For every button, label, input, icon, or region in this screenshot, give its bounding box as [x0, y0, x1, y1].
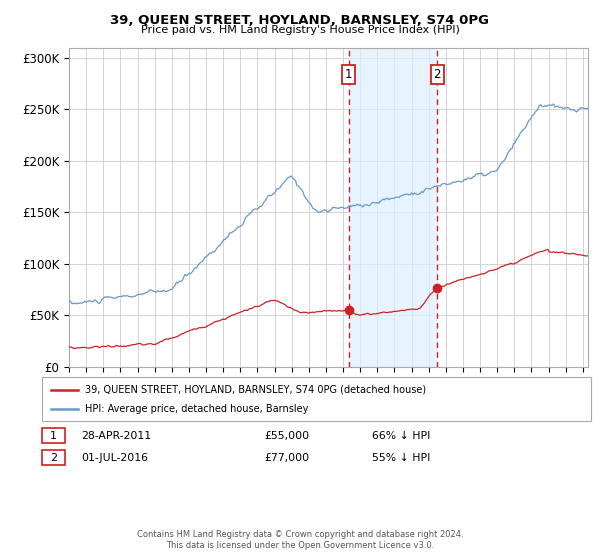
Text: 2: 2: [434, 68, 441, 81]
Bar: [349, 48, 437, 367]
Text: 1: 1: [345, 68, 352, 81]
Text: 55% ↓ HPI: 55% ↓ HPI: [372, 452, 430, 463]
Text: 1: 1: [50, 431, 57, 441]
Text: 39, QUEEN STREET, HOYLAND, BARNSLEY, S74 0PG (detached house): 39, QUEEN STREET, HOYLAND, BARNSLEY, S74…: [85, 385, 427, 395]
Text: Price paid vs. HM Land Registry's House Price Index (HPI): Price paid vs. HM Land Registry's House …: [140, 25, 460, 35]
Text: £55,000: £55,000: [264, 431, 309, 441]
Text: 39, QUEEN STREET, HOYLAND, BARNSLEY, S74 0PG: 39, QUEEN STREET, HOYLAND, BARNSLEY, S74…: [110, 14, 490, 27]
Text: 28-APR-2011: 28-APR-2011: [81, 431, 151, 441]
Text: This data is licensed under the Open Government Licence v3.0.: This data is licensed under the Open Gov…: [166, 541, 434, 550]
Text: £77,000: £77,000: [264, 452, 309, 463]
Text: 66% ↓ HPI: 66% ↓ HPI: [372, 431, 430, 441]
Text: 01-JUL-2016: 01-JUL-2016: [81, 452, 148, 463]
Text: 2: 2: [50, 452, 57, 463]
Text: HPI: Average price, detached house, Barnsley: HPI: Average price, detached house, Barn…: [85, 404, 308, 414]
Text: Contains HM Land Registry data © Crown copyright and database right 2024.: Contains HM Land Registry data © Crown c…: [137, 530, 463, 539]
